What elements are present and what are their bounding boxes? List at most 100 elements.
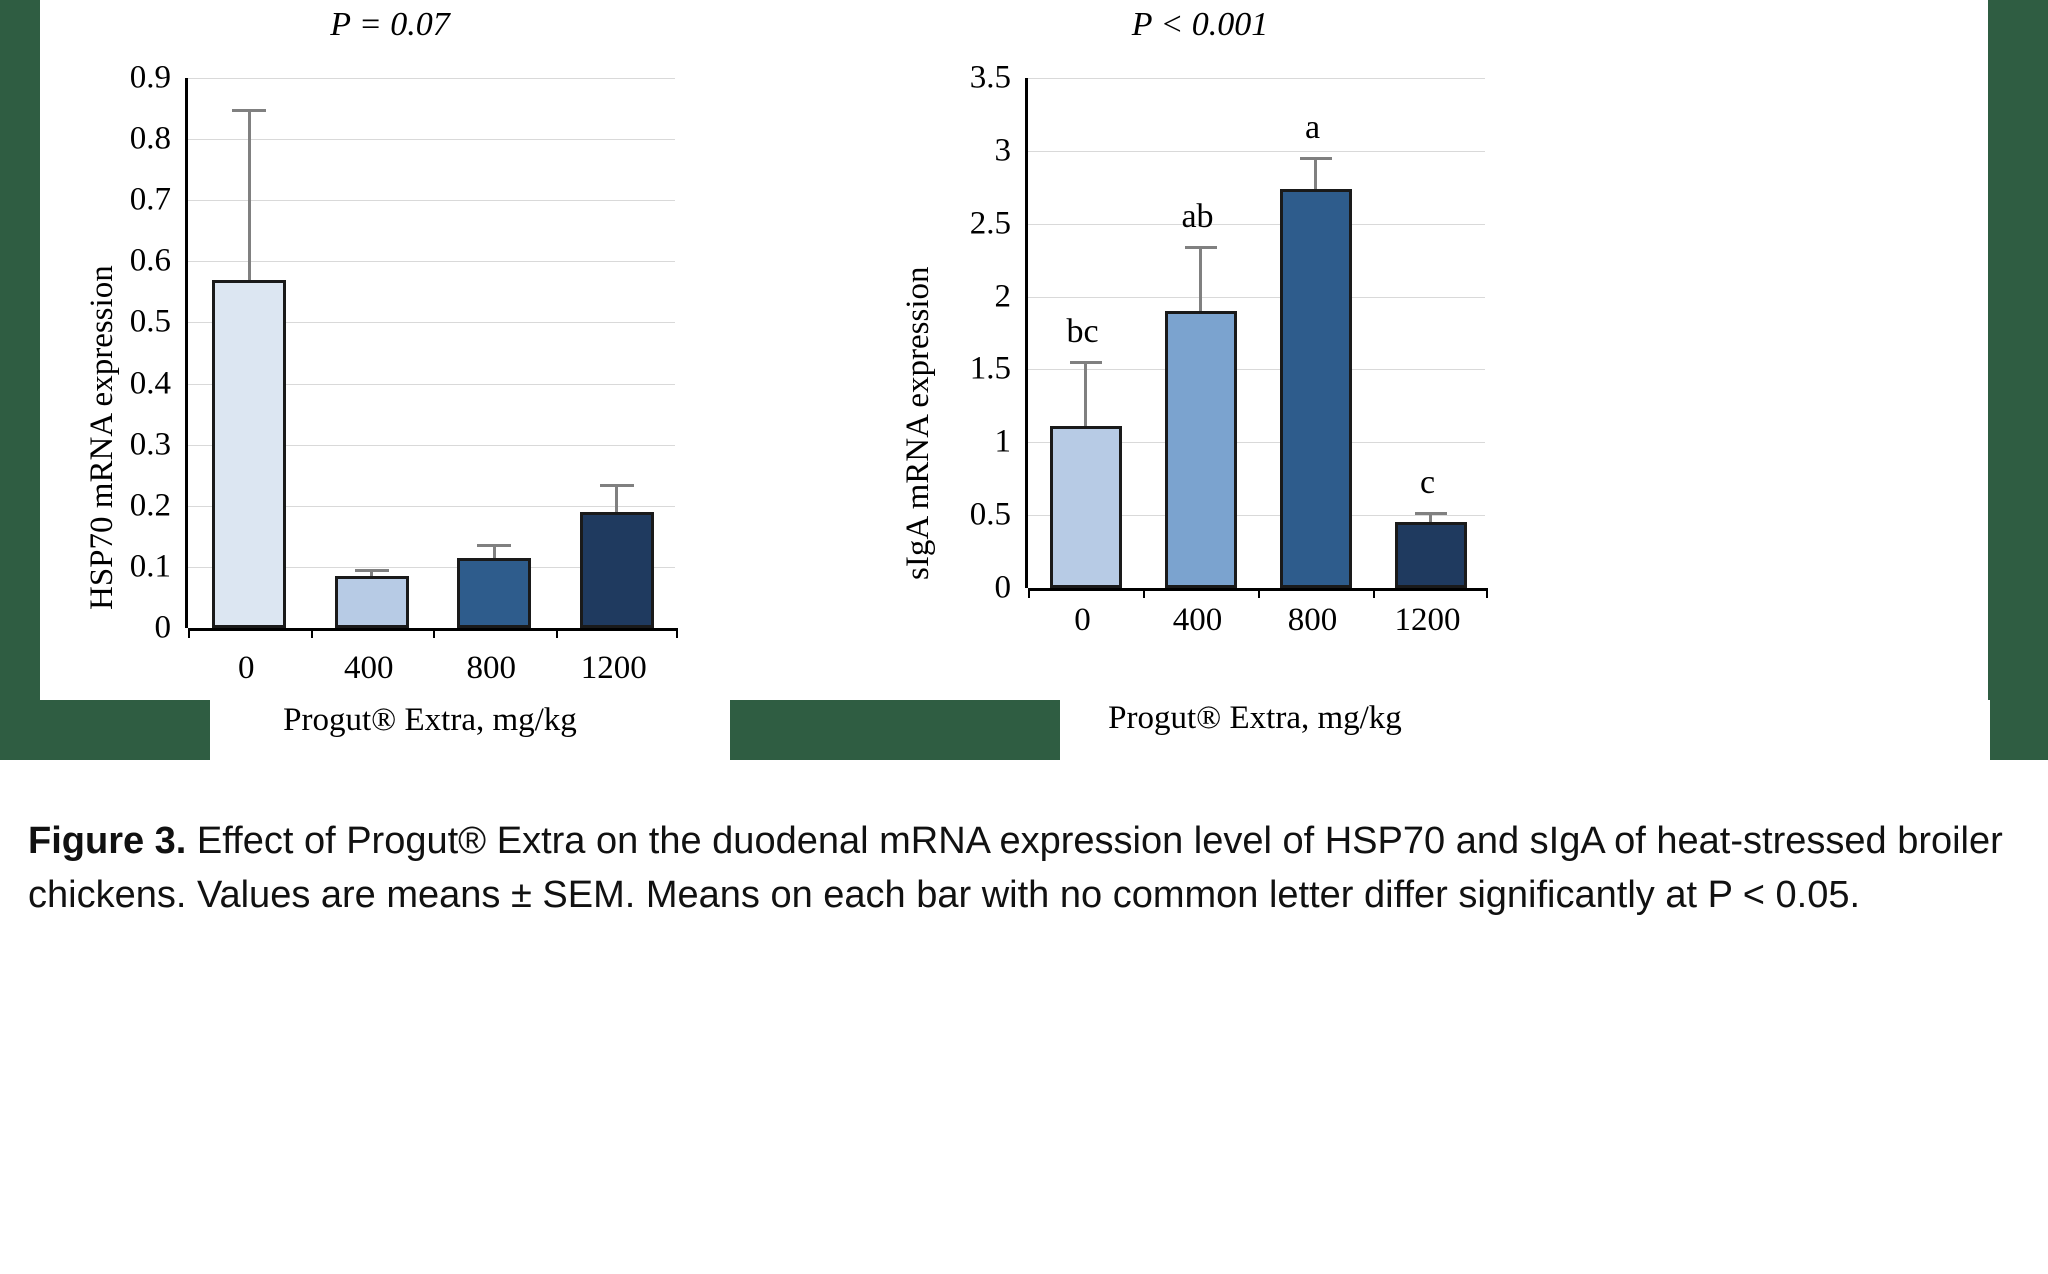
background-gap-left (40, 700, 210, 760)
gridline (1028, 223, 1485, 225)
y-axis-tick-label: 0.5 (129, 303, 171, 340)
x-axis-tick-mark (1258, 588, 1260, 598)
background-left-margin (0, 0, 40, 760)
figure-caption-body: Effect of Progut® Extra on the duodenal … (28, 820, 2003, 916)
y-axis-tick-label: 0.9 (129, 59, 171, 96)
error-bar-stem (1084, 360, 1087, 427)
gridline (188, 200, 675, 202)
x-axis-tick-label: 400 (1172, 602, 1223, 638)
bar (212, 279, 287, 628)
bar (1394, 522, 1467, 588)
gridline (1028, 78, 1485, 79)
gridline (188, 505, 675, 507)
x-axis-tick-mark (1143, 588, 1145, 598)
x-axis-tick-label: 800 (1287, 602, 1338, 638)
y-axis-tick-label: 1 (994, 423, 1012, 460)
bar (457, 557, 532, 628)
gridline (1028, 442, 1485, 444)
significance-letter: ab (1181, 197, 1214, 235)
y-axis-tick-label: 0.5 (969, 496, 1011, 533)
significance-letter: bc (1066, 312, 1099, 350)
y-axis-tick-label: 0.1 (129, 548, 171, 585)
plot-area-hsp70 (185, 78, 678, 638)
y-axis-tick-label: 3 (994, 132, 1012, 169)
x-axis-tick-label: 1200 (580, 650, 647, 686)
error-bar-stem (1314, 156, 1317, 189)
x-axis-tick-mark (433, 628, 435, 638)
x-axis-tick-mark (1486, 588, 1488, 598)
y-axis-tick-label: 3.5 (969, 59, 1011, 96)
gridline (1028, 515, 1485, 517)
y-axis-label-siga: sIgA mRNA expression (900, 266, 936, 581)
x-axis-tick-mark (1028, 588, 1030, 598)
figure-caption: Figure 3. Effect of Progut® Extra on the… (28, 815, 2008, 923)
error-bar-stem (247, 108, 251, 280)
y-axis-tick-label: 0.8 (129, 120, 171, 157)
gridline (188, 444, 675, 446)
y-axis-tick-label: 0 (994, 569, 1012, 606)
gridline (1028, 296, 1485, 298)
background-right-margin (1988, 0, 2048, 760)
error-bar-cap (1299, 156, 1332, 160)
background-gap-middle (730, 700, 1060, 760)
chart-panel-siga-footer (1060, 700, 1990, 760)
y-axis-tick-label: 0.6 (129, 242, 171, 279)
error-bar-stem (615, 484, 619, 512)
error-bar-stem (492, 544, 496, 558)
bar (1279, 188, 1352, 588)
bar (579, 511, 654, 628)
gridline (188, 139, 675, 141)
bar (334, 576, 409, 628)
x-axis-tick-mark (310, 628, 313, 638)
y-axis-tick-label: 0.3 (129, 426, 171, 463)
y-axis-tick-label: 2.5 (969, 205, 1011, 242)
gridline (188, 566, 675, 568)
error-bar-cap (1184, 245, 1217, 249)
y-axis-tick-label: 0.7 (129, 181, 171, 218)
bar (1049, 426, 1122, 588)
error-bar-stem (1199, 245, 1202, 312)
caption-background (0, 760, 2048, 1274)
chart-title-hsp70: P = 0.07 (330, 6, 450, 43)
x-axis-tick-mark (676, 628, 678, 638)
x-axis-label-hsp70: Progut® Extra, mg/kg (283, 702, 577, 738)
error-bar-cap (1069, 360, 1102, 364)
bar (1164, 311, 1237, 588)
y-axis-tick-label: 0 (154, 609, 172, 646)
error-bar-cap (354, 568, 389, 572)
chart-panel-hsp70-footer (210, 700, 730, 760)
error-bar-cap (1414, 512, 1447, 516)
significance-letter: c (1419, 464, 1436, 502)
x-axis-tick-label: 800 (466, 650, 517, 686)
y-axis-tick-label: 0.4 (129, 365, 171, 402)
x-axis-tick-mark (555, 628, 558, 638)
x-axis-tick-mark (1373, 588, 1375, 598)
gridline (1028, 150, 1485, 152)
y-axis-tick-label: 2 (994, 278, 1012, 315)
plot-area-siga (1025, 78, 1488, 598)
error-bar-cap (477, 544, 512, 548)
error-bar-stem (1429, 512, 1432, 523)
gridline (188, 78, 675, 79)
x-axis-tick-label: 0 (238, 650, 255, 686)
x-axis-tick-mark (188, 628, 190, 638)
gridline (188, 261, 675, 263)
error-bar-cap (232, 108, 267, 112)
chart-title-siga: P < 0.001 (1131, 6, 1269, 43)
figure-caption-label: Figure 3. (28, 820, 187, 862)
error-bar-cap (599, 484, 634, 488)
error-bar-stem (370, 568, 374, 577)
x-axis-tick-label: 1200 (1394, 602, 1461, 638)
chart-panel-siga (740, 0, 1988, 700)
bar-chart-siga: P < 0.001 sIgA mRNA expression Progut® E… (850, 0, 1550, 760)
gridline (188, 322, 675, 324)
gridline (188, 383, 675, 385)
gridline (1028, 369, 1485, 371)
x-axis-tick-label: 400 (344, 650, 394, 686)
significance-letter: a (1304, 108, 1321, 146)
y-axis-tick-label: 0.2 (129, 487, 171, 524)
bar-chart-hsp70: P = 0.07 HSP70 mRNA expression Progut® E… (40, 0, 740, 760)
y-axis-tick-label: 1.5 (969, 350, 1011, 387)
x-axis-tick-label: 0 (1074, 602, 1091, 638)
x-axis-label-siga: Progut® Extra, mg/kg (1108, 700, 1402, 736)
